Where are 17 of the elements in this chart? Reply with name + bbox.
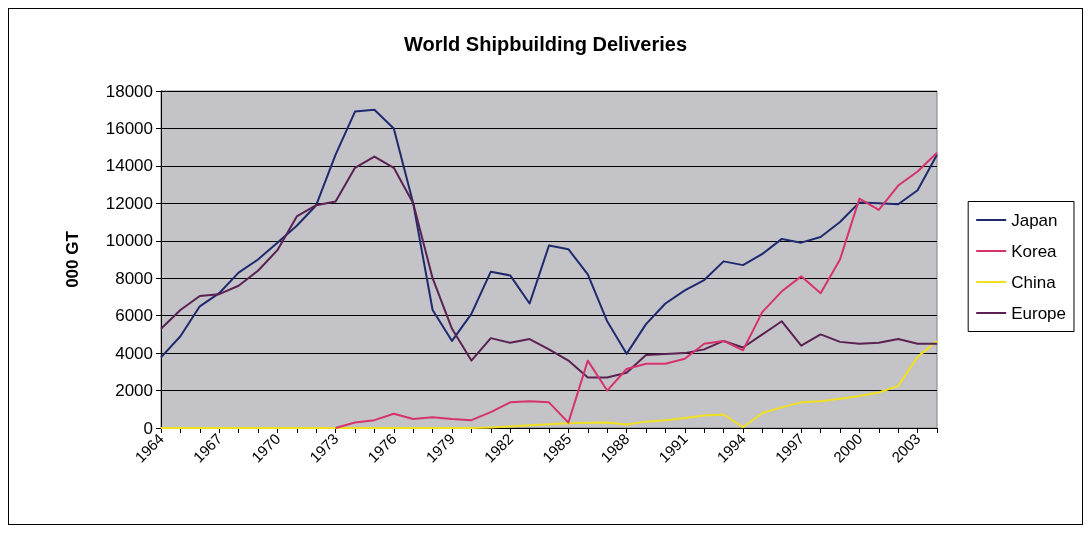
line-series [334,151,938,429]
legend-label: Korea [1011,241,1058,261]
legend-label: Japan [1011,210,1058,230]
y-tick-label: 14000 [105,156,153,176]
y-tick-label: 6000 [115,306,153,326]
y-tick-label: 12000 [105,193,153,213]
y-tick-label: 2000 [115,381,153,401]
y-tick-label: 16000 [105,118,153,138]
y-tick-label: 4000 [115,343,153,363]
y-tick-label: 10000 [105,231,153,251]
y-axis-title: 000 GT [63,230,82,288]
legend-label: Europe [1011,303,1067,323]
legend-label: China [1011,272,1057,292]
y-tick-label: 8000 [115,268,153,288]
y-tick-label: 18000 [105,81,153,101]
chart-title: World Shipbuilding Deliveries [404,33,687,55]
y-tick-label: 0 [143,418,153,438]
